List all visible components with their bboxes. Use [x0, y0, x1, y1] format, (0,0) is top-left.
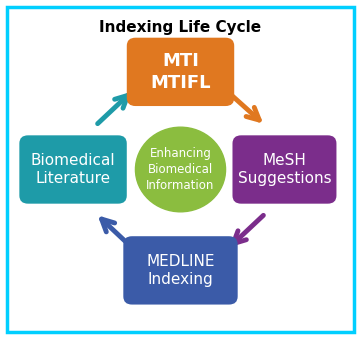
- FancyBboxPatch shape: [123, 236, 238, 304]
- Text: Enhancing
Biomedical
Information: Enhancing Biomedical Information: [146, 147, 215, 192]
- Text: Indexing Life Cycle: Indexing Life Cycle: [99, 20, 262, 35]
- Circle shape: [135, 127, 226, 212]
- FancyBboxPatch shape: [127, 38, 234, 106]
- Text: Biomedical
Literature: Biomedical Literature: [31, 153, 116, 186]
- FancyBboxPatch shape: [232, 135, 336, 204]
- Text: MeSH
Suggestions: MeSH Suggestions: [238, 153, 331, 186]
- Text: MEDLINE
Indexing: MEDLINE Indexing: [146, 254, 215, 287]
- Text: MTI
MTIFL: MTI MTIFL: [150, 52, 211, 92]
- FancyBboxPatch shape: [19, 135, 127, 204]
